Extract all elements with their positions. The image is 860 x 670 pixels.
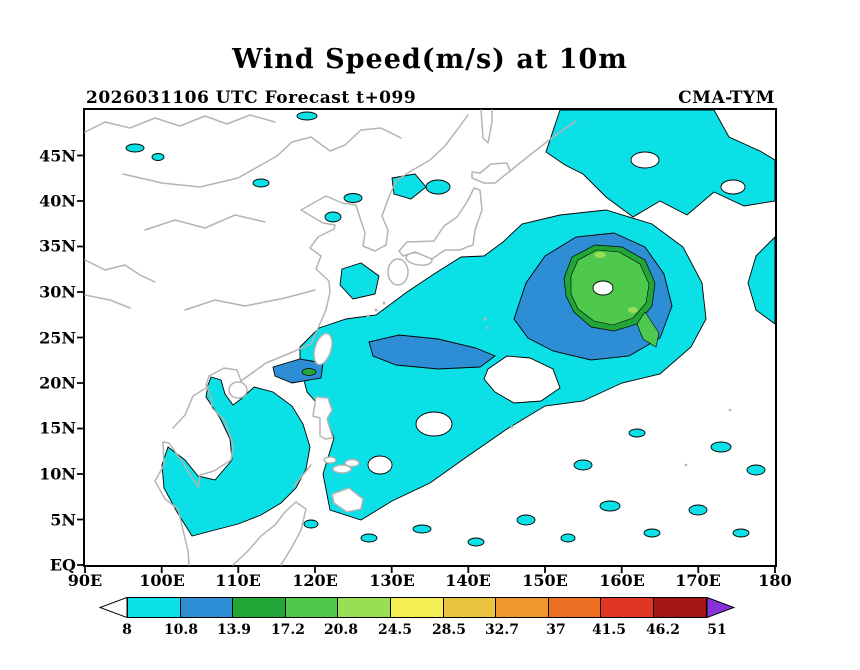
- typhoon-core-layer: [301, 244, 660, 376]
- colorbar-tick-label: 51: [707, 622, 727, 638]
- x-tick-label: 140E: [445, 571, 491, 590]
- colorbar-tick-label: 28.5: [431, 622, 467, 638]
- colorbar-tick-label: 17.2: [270, 622, 306, 638]
- colorbar-segment: [179, 597, 234, 618]
- x-tick-label: 150E: [522, 571, 568, 590]
- forecast-init-label: 2026031106 UTC Forecast t+099: [86, 88, 417, 108]
- y-tick-label: EQ: [49, 555, 76, 575]
- x-tick-label: 120E: [292, 571, 338, 590]
- x-tick-label: 130E: [369, 571, 415, 590]
- colorbar-tick-label: 37: [546, 622, 566, 638]
- axis-tick-marks: [77, 154, 776, 573]
- x-tick-label: 160E: [599, 571, 645, 590]
- calm-holes-layer: [367, 151, 746, 475]
- colorbar-tick-label: 20.8: [323, 622, 359, 638]
- colorbar-segment: [232, 597, 286, 618]
- y-tick-label: 5N: [50, 510, 76, 530]
- y-tick-label: 40N: [39, 191, 76, 211]
- coastline-layer: [84, 109, 732, 566]
- y-tick-label: 10N: [39, 464, 76, 484]
- colorbar-segment: [495, 597, 549, 618]
- y-tick-label: 25N: [39, 328, 76, 348]
- y-tick-label: 35N: [39, 236, 76, 256]
- colorbar-tick-label: 24.5: [377, 622, 413, 638]
- colorbar-tick-label: 46.2: [645, 622, 681, 638]
- typhoon-eye: [592, 280, 614, 296]
- colorbar-tick-label: 10.8: [163, 622, 199, 638]
- x-tick-label: 90E: [67, 571, 103, 590]
- y-tick-label: 20N: [39, 373, 76, 393]
- y-tick-label: 15N: [39, 418, 76, 438]
- page-title: Wind Speed(m/s) at 10m: [232, 44, 628, 75]
- colorbar: 8 10.8 13.9 17.2 20.8 24.5 28.5 32.7 37 …: [99, 597, 745, 638]
- colorbar-segment: [389, 597, 444, 618]
- colorbar-segment: [127, 597, 181, 618]
- x-tick-label: 170E: [675, 571, 721, 590]
- map-canvas: [77, 109, 776, 573]
- wind-fill-cyan-layer: [125, 109, 776, 547]
- x-tick-label: 110E: [215, 571, 261, 590]
- colorbar-segment: [547, 597, 602, 618]
- model-name-label: CMA-TYM: [678, 88, 775, 108]
- colorbar-segment: [284, 597, 339, 618]
- colorbar-segment: [652, 597, 707, 618]
- x-tick-label: 100E: [139, 571, 185, 590]
- map-frame: [77, 108, 777, 573]
- colorbar-segment: [442, 597, 497, 618]
- colorbar-segment: [600, 597, 654, 618]
- colorbar-left-arrow: [99, 597, 127, 618]
- colorbar-tick-label: 8: [122, 622, 132, 638]
- x-tick-label: 180: [758, 571, 792, 590]
- colorbar-right-arrow: [706, 597, 735, 618]
- y-tick-label: 45N: [39, 146, 76, 166]
- luzon-strait-green-patch: [301, 368, 317, 376]
- y-tick-label: 30N: [39, 282, 76, 302]
- colorbar-tick-label: 13.9: [216, 622, 252, 638]
- colorbar-tick-label: 41.5: [591, 622, 627, 638]
- colorbar-segment: [337, 597, 391, 618]
- colorbar-tick-label: 32.7: [484, 622, 520, 638]
